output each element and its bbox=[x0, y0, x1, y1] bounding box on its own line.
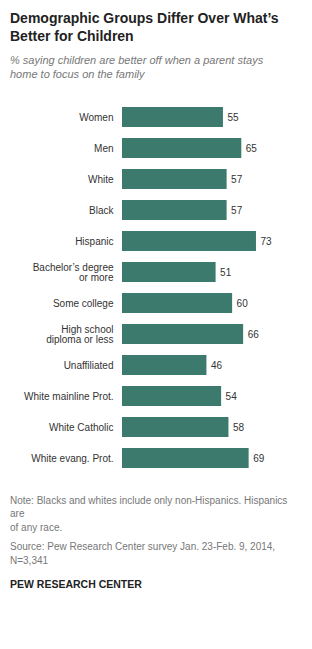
html-text:Demographic Groups Differ Over: Demographic Groups Differ Over What’s Be… bbox=[10, 10, 279, 44]
html-text:PEW RESEARCH CENTER: PEW RESEARCH CENTER bbox=[10, 578, 142, 591]
svg-text:White: White bbox=[88, 173, 114, 184]
svg-text:High schooldiploma or less: High schooldiploma or less bbox=[46, 323, 113, 344]
svg-text:58: 58 bbox=[233, 421, 245, 432]
svg-text:Bachelor’s degreeor more: Bachelor’s degreeor more bbox=[33, 261, 114, 282]
svg-text:Hispanic: Hispanic bbox=[75, 235, 113, 246]
svg-text:69: 69 bbox=[253, 452, 265, 463]
svg-text:Women: Women bbox=[79, 111, 113, 122]
svg-text:White Catholic: White Catholic bbox=[49, 421, 113, 432]
html-text:Note: Blacks and whites includ: Note: Blacks and whites include only non… bbox=[10, 494, 288, 533]
svg-text:Some college: Some college bbox=[53, 297, 114, 308]
svg-text:46: 46 bbox=[211, 359, 223, 370]
svg-text:51: 51 bbox=[220, 266, 232, 277]
svg-text:White mainline Prot.: White mainline Prot. bbox=[24, 390, 113, 401]
svg-text:57: 57 bbox=[231, 173, 243, 184]
svg-text:57: 57 bbox=[231, 204, 243, 215]
svg-text:54: 54 bbox=[226, 390, 238, 401]
svg-text:Black: Black bbox=[89, 204, 114, 215]
svg-text:66: 66 bbox=[248, 328, 260, 339]
svg-text:White evang. Prot.: White evang. Prot. bbox=[31, 452, 113, 463]
svg-text:65: 65 bbox=[246, 142, 258, 153]
svg-text:60: 60 bbox=[237, 297, 249, 308]
svg-text:55: 55 bbox=[227, 111, 239, 122]
html-text:% saying children are better o: % saying children are better off when a … bbox=[10, 54, 264, 81]
svg-text:Unaffiliated: Unaffiliated bbox=[64, 359, 114, 370]
svg-text:73: 73 bbox=[260, 235, 272, 246]
svg-text:Men: Men bbox=[94, 142, 113, 153]
html-text:Source: Pew Research Center su: Source: Pew Research Center survey Jan. … bbox=[10, 541, 276, 566]
